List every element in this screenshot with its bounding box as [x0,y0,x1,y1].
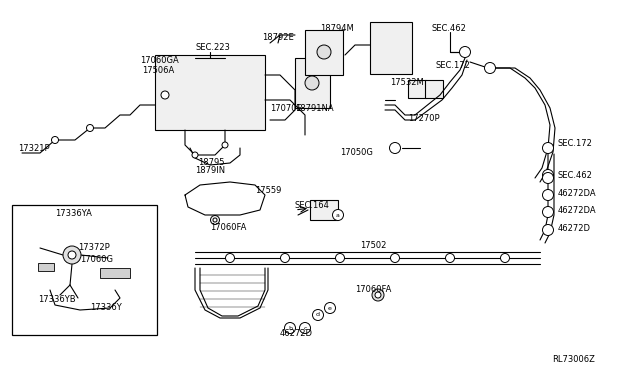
Circle shape [51,137,58,144]
Circle shape [211,215,220,224]
Text: b: b [288,326,292,330]
Bar [155,55,265,130]
Circle shape [500,253,509,263]
Circle shape [213,218,217,222]
Circle shape [375,292,381,298]
Text: a: a [336,212,340,218]
Text: 17060GA: 17060GA [140,55,179,64]
Bar [100,268,130,278]
Circle shape [445,253,454,263]
Circle shape [390,142,401,154]
Text: 46272D: 46272D [280,328,313,337]
Text: 17506A: 17506A [142,65,174,74]
Text: SEC.223: SEC.223 [196,42,231,51]
Circle shape [285,323,296,334]
Circle shape [543,206,554,218]
Text: SEC.164: SEC.164 [295,201,330,209]
Circle shape [543,170,554,180]
Text: SEC.172: SEC.172 [436,61,471,70]
Text: SEC.172: SEC.172 [558,138,593,148]
Text: 1879IN: 1879IN [195,166,225,174]
Circle shape [312,310,323,321]
Bar [310,200,338,220]
Text: 17336Y: 17336Y [90,304,122,312]
Circle shape [543,142,554,154]
Text: SEC.462: SEC.462 [432,23,467,32]
Circle shape [484,62,495,74]
Text: 18792E: 18792E [262,32,294,42]
Text: 46272DA: 46272DA [558,189,596,198]
Text: 46272D: 46272D [558,224,591,232]
Circle shape [300,323,310,334]
Circle shape [317,45,331,59]
Circle shape [324,302,335,314]
Text: 18791NA: 18791NA [295,103,333,112]
Bar [12,205,157,335]
Circle shape [335,253,344,263]
Text: RL73006Z: RL73006Z [552,356,595,365]
Text: 17336YB: 17336YB [38,295,76,305]
Text: 17336YA: 17336YA [55,208,92,218]
Text: SEC.462: SEC.462 [558,170,593,180]
Circle shape [280,253,289,263]
Circle shape [161,91,169,99]
Bar [305,30,343,75]
Bar [370,22,412,74]
Circle shape [372,289,384,301]
Text: 17060G: 17060G [80,256,113,264]
Circle shape [390,253,399,263]
Text: 17060FA: 17060FA [210,222,246,231]
Circle shape [543,189,554,201]
Circle shape [86,125,93,131]
Circle shape [301,324,310,333]
Bar [408,80,426,98]
Circle shape [225,253,234,263]
Text: c: c [303,326,307,330]
Bar [38,263,54,271]
Text: d: d [316,312,320,317]
Text: 17070E: 17070E [270,103,301,112]
Text: 17502: 17502 [360,241,387,250]
Text: 17372P: 17372P [78,244,109,253]
Text: 17270P: 17270P [408,113,440,122]
Circle shape [222,142,228,148]
Circle shape [543,224,554,235]
Text: 17532M: 17532M [390,77,424,87]
Circle shape [192,152,198,158]
Circle shape [63,246,81,264]
Bar [425,80,443,98]
Text: 18794M: 18794M [320,23,354,32]
Circle shape [68,251,76,259]
Circle shape [285,324,294,333]
Circle shape [543,173,554,183]
Text: 18795: 18795 [198,157,225,167]
Circle shape [333,209,344,221]
Circle shape [305,76,319,90]
Text: 17050G: 17050G [340,148,373,157]
Text: e: e [328,305,332,311]
Text: 17321P: 17321P [18,144,50,153]
Bar [295,58,330,108]
Text: 17559: 17559 [255,186,282,195]
Text: 17060FA: 17060FA [355,285,392,295]
Text: 46272DA: 46272DA [558,205,596,215]
Circle shape [460,46,470,58]
